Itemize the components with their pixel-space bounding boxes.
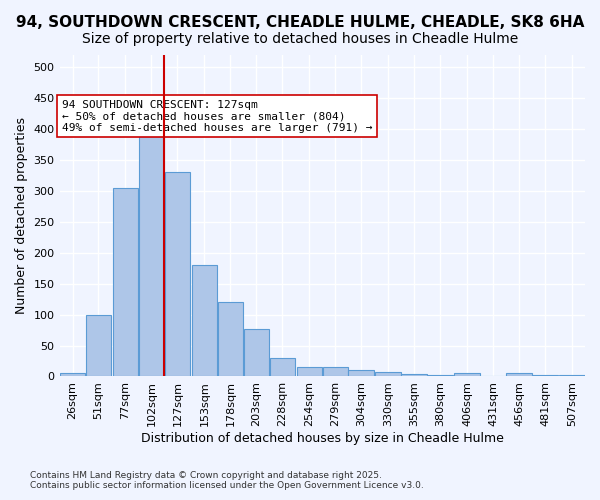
Bar (349, 370, 374, 376)
Bar (559, 375, 585, 376)
Bar (191, 265, 217, 376)
Bar (164, 172, 190, 376)
Bar (401, 374, 427, 376)
Bar (139, 120, 164, 376)
Bar (427, 374, 453, 376)
Bar (113, 188, 138, 376)
Bar (454, 374, 480, 376)
Bar (244, 329, 269, 376)
Bar (506, 374, 532, 376)
Bar (532, 375, 558, 376)
Bar (323, 366, 348, 376)
Bar (376, 372, 401, 376)
Bar (86, 314, 111, 376)
Text: 94 SOUTHDOWN CRESCENT: 127sqm
← 50% of detached houses are smaller (804)
49% of : 94 SOUTHDOWN CRESCENT: 127sqm ← 50% of d… (62, 100, 372, 132)
Text: Contains HM Land Registry data © Crown copyright and database right 2025.
Contai: Contains HM Land Registry data © Crown c… (30, 470, 424, 490)
Bar (269, 358, 295, 376)
Bar (218, 302, 243, 376)
Text: Size of property relative to detached houses in Cheadle Hulme: Size of property relative to detached ho… (82, 32, 518, 46)
Bar (296, 366, 322, 376)
Text: 94, SOUTHDOWN CRESCENT, CHEADLE HULME, CHEADLE, SK8 6HA: 94, SOUTHDOWN CRESCENT, CHEADLE HULME, C… (16, 15, 584, 30)
Bar (60, 374, 85, 376)
X-axis label: Distribution of detached houses by size in Cheadle Hulme: Distribution of detached houses by size … (141, 432, 504, 445)
Y-axis label: Number of detached properties: Number of detached properties (15, 117, 28, 314)
